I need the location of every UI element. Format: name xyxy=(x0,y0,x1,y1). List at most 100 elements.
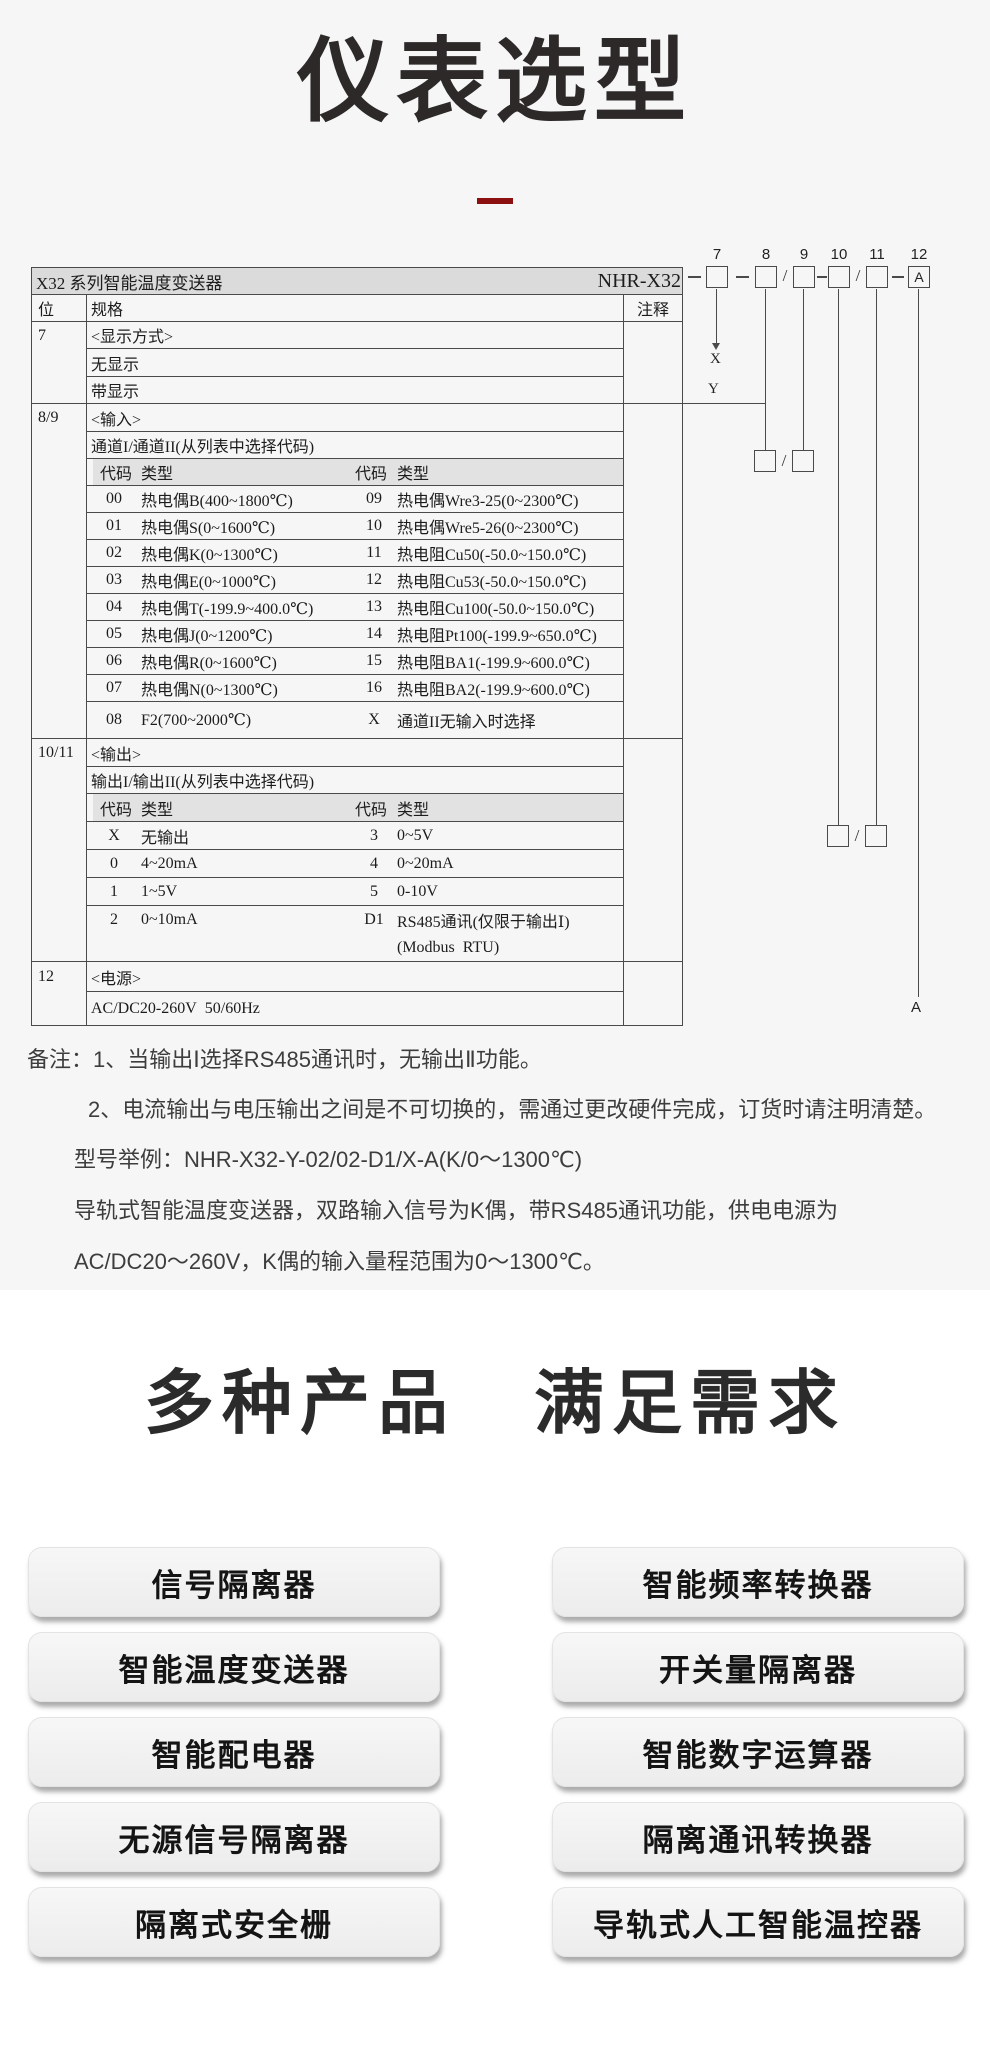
series-header-row: X32 系列智能温度变送器 NHR-X32 xyxy=(32,268,682,295)
digit-label-7: 7 xyxy=(712,246,722,263)
input-code-row: 08 F2(700~2000℃) X 通道II无输入时选择 xyxy=(32,702,682,739)
series-title: X32 系列智能温度变送器 xyxy=(36,273,223,293)
input-code: 13 xyxy=(366,598,382,615)
section-label: <电源> xyxy=(87,962,624,992)
display-section-row: 7 <显示方式> xyxy=(32,322,682,349)
slash-separator: / xyxy=(855,266,861,285)
digit-label-12: 12 xyxy=(910,246,928,263)
arrow-down-icon xyxy=(712,343,720,350)
product-button-temp-transmitter[interactable]: 智能温度变送器 xyxy=(28,1632,440,1702)
model-prefix: NHR-X32 xyxy=(597,269,681,292)
input-code: X xyxy=(368,711,380,728)
product-button-rail-ai-temp-controller[interactable]: 导轨式人工智能温控器 xyxy=(552,1887,964,1957)
dash-separator xyxy=(736,276,749,278)
slash-separator: / xyxy=(782,266,788,285)
note-line-5: AC/DC20～260V，K偶的输入量程范围为0～1300℃。 xyxy=(74,1249,605,1274)
input-type: 热电偶N(0~1300℃) xyxy=(141,682,278,699)
modbus-note: (Modbus RTU) xyxy=(397,938,500,956)
display-option-row: 带显示 xyxy=(32,377,682,404)
output-type: 无输出 xyxy=(141,829,190,847)
input-section-row: 8/9 <输入> xyxy=(32,404,682,432)
input-type: 热电偶Wre3-25(0~2300℃) xyxy=(397,493,579,510)
col-header-bit: 位 xyxy=(32,295,87,321)
top-background xyxy=(0,0,990,1290)
input-code: 09 xyxy=(366,490,382,507)
input-code: 12 xyxy=(366,571,382,588)
input-code-row: 04 热电偶T(-199.9~400.0℃) 13 热电阻Cu100(-50.0… xyxy=(32,594,682,621)
connector-line-10 xyxy=(838,289,839,825)
display-option-row: 无显示 xyxy=(32,349,682,377)
products-heading-right: 满足需求 xyxy=(534,1364,846,1442)
product-button-comm-converter[interactable]: 隔离通讯转换器 xyxy=(552,1802,964,1872)
code-box-9 xyxy=(793,266,815,288)
output-code-row: 1 1~5V 5 0-10V xyxy=(32,878,682,906)
input-code: 07 xyxy=(106,679,122,696)
note-line-4: 导轨式智能温度变送器，双路输入信号为K偶，带RS485通讯功能，供电电源为 xyxy=(74,1198,838,1223)
output-type: 0~10mA xyxy=(141,911,198,928)
output-code-box-II xyxy=(865,825,887,847)
input-type: 热电偶B(400~1800℃) xyxy=(141,493,293,510)
output-code: 0 xyxy=(110,854,118,872)
input-type: 热电偶T(-199.9~400.0℃) xyxy=(141,601,314,618)
product-button-switch-isolator[interactable]: 开关量隔离器 xyxy=(552,1632,964,1702)
output-code-header-row: 代码 类型 代码 类型 xyxy=(32,794,682,822)
output-section-row: 10/11 <输出> xyxy=(32,739,682,767)
output-code-row: X 无输出 3 0~5V xyxy=(32,822,682,850)
output-code: 3 xyxy=(370,826,378,844)
model-selection-table: X32 系列智能温度变送器 NHR-X32 位 规格 注释 7 <显示方式> 无… xyxy=(31,267,683,1026)
code-box-8 xyxy=(755,266,777,288)
col-header-note: 注释 xyxy=(636,302,669,319)
input-code-row: 05 热电偶J(0~1200℃) 14 热电阻Pt100(-199.9~650.… xyxy=(32,621,682,648)
display-option: 无显示 xyxy=(87,349,624,377)
code-box-10 xyxy=(828,266,850,288)
title-underline xyxy=(477,198,513,204)
input-code: 15 xyxy=(366,652,382,669)
output-code: D1 xyxy=(364,911,384,928)
output-modbus-row: (Modbus RTU) xyxy=(32,934,682,962)
input-type: 通道II无输入时选择 xyxy=(397,714,536,731)
code-header-bar: 代码 类型 代码 类型 xyxy=(93,794,623,821)
slash-separator: / xyxy=(781,451,787,470)
note-line-1: 备注：1、当输出Ⅰ选择RS485通讯时，无输出Ⅱ功能。 xyxy=(27,1047,542,1072)
slash-separator: / xyxy=(854,826,860,845)
code-header-bar: 代码 类型 代码 类型 xyxy=(93,459,623,485)
product-button-frequency-converter[interactable]: 智能频率转换器 xyxy=(552,1547,964,1617)
product-button-passive-isolator[interactable]: 无源信号隔离器 xyxy=(28,1802,440,1872)
output-type: 0~5V xyxy=(397,826,434,844)
input-subtitle-row: 通道I/通道II(从列表中选择代码) xyxy=(32,432,682,459)
output-code: X xyxy=(108,826,120,844)
input-type: 热电阻Cu53(-50.0~150.0℃) xyxy=(397,574,587,591)
product-button-signal-isolator[interactable]: 信号隔离器 xyxy=(28,1547,440,1617)
input-code: 06 xyxy=(106,652,122,669)
output-code: 4 xyxy=(370,854,378,872)
input-type: 热电阻Pt100(-199.9~650.0℃) xyxy=(397,628,597,645)
note-line-3: 型号举例：NHR-X32-Y-02/02-D1/X-A(K/0～1300℃) xyxy=(74,1147,583,1172)
section-label: <显示方式> xyxy=(87,322,624,349)
output-type: RS485通讯(仅限于输出Ⅰ) xyxy=(397,914,570,931)
input-code-row: 06 热电偶R(0~1600℃) 15 热电阻BA1(-199.9~600.0℃… xyxy=(32,648,682,675)
column-header-row: 位 规格 注释 xyxy=(32,295,682,322)
input-code: 04 xyxy=(106,598,122,615)
input-code-header-row: 代码 类型 代码 类型 xyxy=(32,459,682,486)
input-code: 11 xyxy=(366,544,382,561)
input-code: 01 xyxy=(106,517,122,534)
input-code: 16 xyxy=(366,679,382,696)
products-heading-left: 多种产品 xyxy=(144,1364,456,1442)
input-type: 热电偶R(0~1600℃) xyxy=(141,655,277,672)
product-button-safety-barrier[interactable]: 隔离式安全栅 xyxy=(28,1887,440,1957)
connector-line-11 xyxy=(876,289,877,825)
output-type: 0-10V xyxy=(397,882,438,900)
output-code: 5 xyxy=(370,882,378,900)
output-code-box-I xyxy=(827,825,849,847)
input-code-row: 01 热电偶S(0~1600℃) 10 热电偶Wre5-26(0~2300℃) xyxy=(32,513,682,540)
product-button-digital-calculator[interactable]: 智能数字运算器 xyxy=(552,1717,964,1787)
product-button-smart-distributor[interactable]: 智能配电器 xyxy=(28,1717,440,1787)
input-type: 热电偶S(0~1600℃) xyxy=(141,520,276,537)
output-subtitle-row: 输出I/输出II(从列表中选择代码) xyxy=(32,767,682,794)
input-code: 08 xyxy=(106,711,122,728)
input-type: 热电偶Wre5-26(0~2300℃) xyxy=(397,520,579,537)
extension-line xyxy=(682,403,766,404)
note-line-2: 2、电流输出与电压输出之间是不可切换的，需通过更改硬件完成，订货时请注明清楚。 xyxy=(88,1097,937,1122)
input-code: 02 xyxy=(106,544,122,561)
bit-label: 12 xyxy=(32,962,87,992)
